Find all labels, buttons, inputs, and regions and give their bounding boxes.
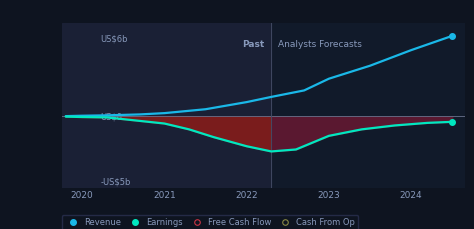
Text: Past: Past (243, 40, 264, 49)
Legend: Revenue, Earnings, Free Cash Flow, Cash From Op: Revenue, Earnings, Free Cash Flow, Cash … (62, 215, 358, 229)
Text: Analysts Forecasts: Analysts Forecasts (278, 40, 362, 49)
Bar (271, 23, 465, 188)
Bar (62, 23, 271, 188)
